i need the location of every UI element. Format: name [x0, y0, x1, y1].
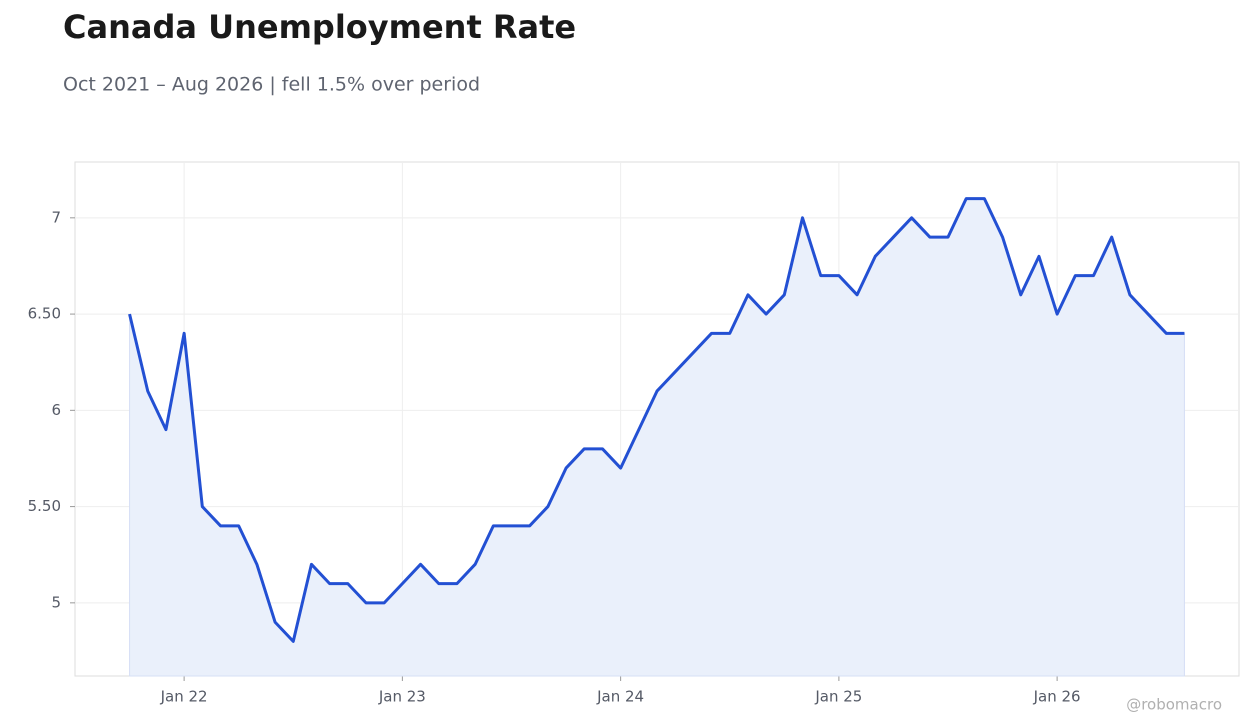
chart-subtitle: Oct 2021 – Aug 2026 | fell 1.5% over per…: [63, 74, 480, 96]
y-tick-label: 5: [51, 593, 61, 611]
x-tick-label: Jan 22: [160, 688, 208, 706]
y-tick-label: 7: [51, 208, 61, 226]
x-tick-label: Jan 26: [1033, 688, 1081, 706]
x-tick-label: Jan 23: [378, 688, 426, 706]
line: [128, 197, 1185, 643]
area: [129, 198, 1185, 677]
x-tick-label: Jan 25: [814, 688, 862, 706]
y-tick-label: 6.50: [28, 305, 61, 323]
chart-title: Canada Unemployment Rate: [63, 8, 576, 46]
y-tick-label: 6: [51, 401, 61, 419]
x-tick-label: Jan 24: [596, 688, 644, 706]
y-tick-label: 5.50: [28, 497, 61, 515]
watermark: @robomacro: [1126, 696, 1222, 714]
